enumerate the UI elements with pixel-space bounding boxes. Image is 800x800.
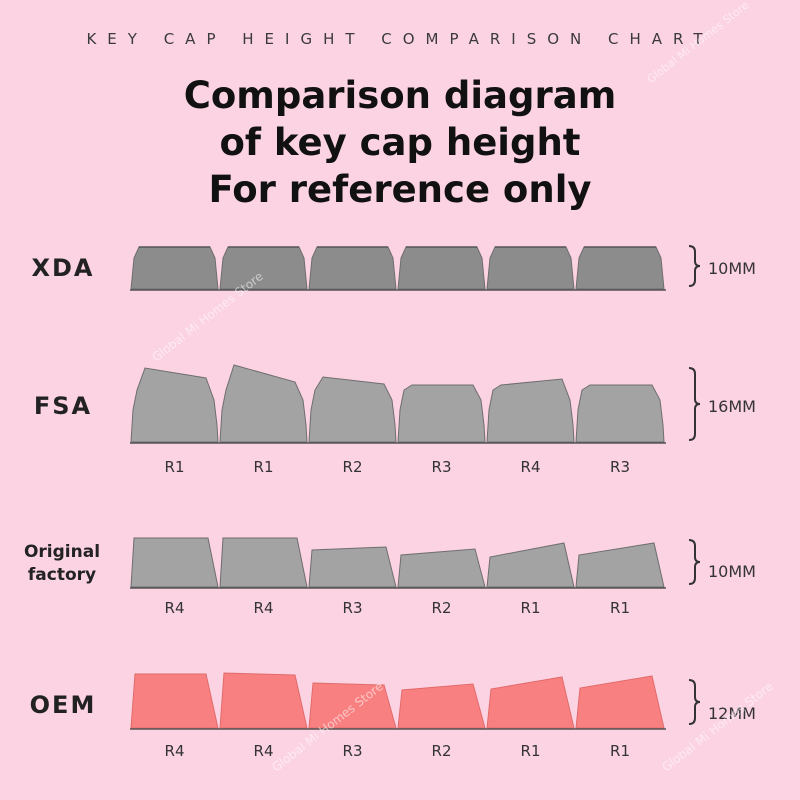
height-brace bbox=[688, 367, 701, 441]
keycap bbox=[397, 548, 486, 588]
keycap bbox=[130, 673, 219, 729]
keycap bbox=[130, 537, 219, 588]
row-label: R4 bbox=[254, 742, 274, 760]
main-title: Comparison diagram of key cap height For… bbox=[0, 72, 800, 213]
title-line-3: For reference only bbox=[208, 168, 592, 211]
keycap bbox=[397, 683, 486, 729]
keycap bbox=[486, 246, 575, 290]
row-label: R3 bbox=[343, 599, 363, 617]
keycap bbox=[130, 246, 219, 290]
height-brace bbox=[688, 679, 701, 725]
keycap bbox=[219, 537, 308, 588]
keycap bbox=[219, 672, 308, 729]
profile-name-line: Original bbox=[24, 542, 100, 562]
keycap bbox=[397, 246, 486, 290]
row-label: R1 bbox=[254, 458, 274, 476]
profile-row-oem: OEM 12MM R4 R4 R3 R2 R1 R1 bbox=[30, 672, 756, 760]
row-label: R4 bbox=[165, 742, 185, 760]
keycap bbox=[486, 676, 575, 729]
keycap bbox=[486, 378, 575, 443]
row-label: R1 bbox=[610, 742, 630, 760]
keycap bbox=[219, 364, 308, 443]
row-label: R4 bbox=[521, 458, 541, 476]
profile-row-original-factory: Original factory 10MM R4 R4 R3 R2 R1 R1 bbox=[24, 537, 756, 617]
height-brace bbox=[688, 539, 701, 585]
keycap bbox=[397, 384, 486, 443]
title-line-1: Comparison diagram bbox=[183, 74, 617, 117]
profile-name: FSA bbox=[34, 392, 92, 420]
keycap bbox=[308, 546, 397, 588]
keycap bbox=[130, 367, 219, 443]
watermark: Global Mi Homes Store bbox=[659, 679, 775, 774]
height-brace bbox=[688, 245, 701, 287]
chart-subtitle: KEY CAP HEIGHT COMPARISON CHART bbox=[86, 30, 714, 48]
row-label: R3 bbox=[610, 458, 630, 476]
title-line-2: of key cap height bbox=[219, 121, 581, 164]
row-label: R1 bbox=[521, 742, 541, 760]
profile-name-line: factory bbox=[28, 565, 96, 585]
row-label: R3 bbox=[432, 458, 452, 476]
row-label: R2 bbox=[343, 458, 363, 476]
profile-row-xda: XDA 10MM bbox=[32, 245, 756, 291]
watermark: Global Mi Homes Store bbox=[644, 0, 751, 86]
row-label: R1 bbox=[521, 599, 541, 617]
row-label: R4 bbox=[254, 599, 274, 617]
keycap bbox=[308, 376, 397, 443]
keycap bbox=[575, 675, 665, 729]
keycap bbox=[219, 246, 308, 290]
keycap bbox=[575, 542, 665, 588]
row-label: R1 bbox=[610, 599, 630, 617]
profile-row-fsa: FSA 16MM R1 R1 R2 R3 R4 R3 bbox=[34, 364, 756, 476]
height-label: 12MM bbox=[708, 704, 756, 723]
row-label: R1 bbox=[165, 458, 185, 476]
height-label: 16MM bbox=[708, 397, 756, 416]
profile-name: XDA bbox=[32, 254, 95, 282]
row-label: R2 bbox=[432, 742, 452, 760]
keycap bbox=[486, 542, 575, 588]
keycap bbox=[575, 246, 665, 290]
row-label: R3 bbox=[343, 742, 363, 760]
keycap bbox=[575, 384, 665, 443]
height-label: 10MM bbox=[708, 562, 756, 581]
profile-name: OEM bbox=[30, 691, 97, 719]
height-label: 10MM bbox=[708, 259, 756, 278]
row-label: R4 bbox=[165, 599, 185, 617]
keycap bbox=[308, 246, 397, 290]
keycap bbox=[308, 682, 397, 729]
row-label: R2 bbox=[432, 599, 452, 617]
